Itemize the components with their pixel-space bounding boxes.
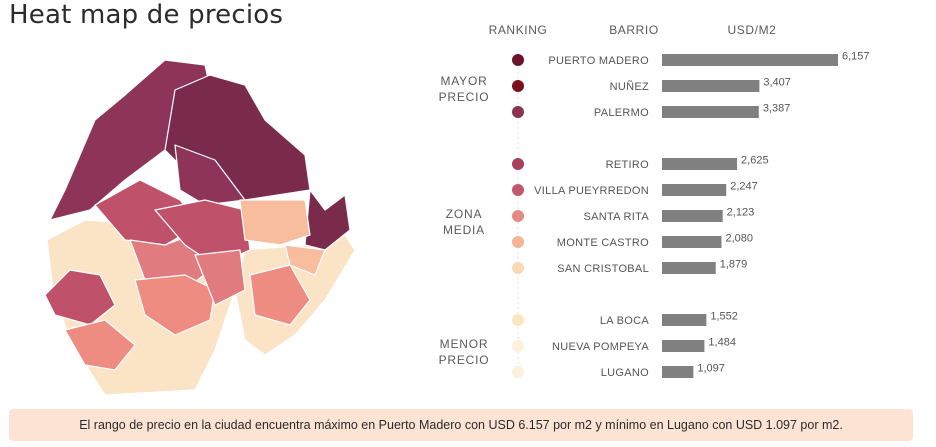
price-bar [662,314,707,326]
neighborhood-label: SANTA RITA [583,211,649,223]
ranking-dot [512,54,524,66]
neighborhood-label: MONTE CASTRO [557,237,649,249]
ranking-dot [512,236,524,248]
map-region-west-red [45,269,116,326]
neighborhood-label: PUERTO MADERO [548,55,649,67]
map-region-east-salmon [249,264,311,326]
group-label-mayor-line1: MAYOR [440,74,487,88]
barrio-header: BARRIO [609,23,659,37]
ranking-dot [512,262,524,274]
ranking-dot [512,314,524,326]
price-value-label: 3,387 [763,103,791,115]
page-title: Heat map de precios [9,0,284,30]
price-value-label: 1,879 [720,259,748,271]
usd-header: USD/M2 [728,23,777,37]
price-ranking-chart: RANKING BARRIO USD/M2 MAYOR PRECIO ZONA … [439,23,870,379]
map-region-east-peach [284,244,326,276]
neighborhood-label: LUGANO [601,367,649,379]
map-region-center-purple [174,144,246,206]
ranking-dot [512,184,524,196]
ranking-dot [512,340,524,352]
neighborhood-label: SAN CRISTOBAL [557,263,649,275]
group-label-media-line2: MEDIA [443,223,485,237]
map-region-west-pink [64,319,136,371]
map-region-middle-salmon [134,274,216,336]
ranking-dot [512,106,524,118]
price-value-label: 2,247 [730,181,758,193]
price-value-label: 1,552 [710,311,738,323]
group-label-menor-line1: MENOR [440,337,489,351]
neighborhood-label: PALERMO [594,107,649,119]
price-value-label: 2,123 [727,207,755,219]
map-region-south-pink [194,249,246,306]
map-region-middle-peach [239,199,311,246]
neighborhood-label: LA BOCA [600,315,650,327]
neighborhood-label: NUEVA POMPEYA [552,341,649,353]
price-bar [662,106,759,118]
price-value-label: 1,097 [697,363,725,375]
price-bar [662,210,723,222]
map-region-coast [304,189,351,251]
price-value-label: 1,484 [708,337,736,349]
price-bar [662,262,716,274]
neighborhood-label: VILLA PUEYRREDON [534,185,649,197]
neighborhood-label: NUÑEZ [610,80,649,93]
price-bar [662,54,838,66]
group-label-mayor-line2: PRECIO [439,90,490,104]
map-region-center-rose [154,199,251,266]
price-value-label: 2,625 [741,155,769,167]
group-label-media-line1: ZONA [446,207,483,221]
price-bar [662,80,760,92]
heat-map [45,59,356,396]
price-bar [662,236,722,248]
price-bar [662,184,727,196]
price-bar [662,340,705,352]
price-bar [662,158,738,170]
ranking-dot [512,158,524,170]
group-label-menor-line2: PRECIO [439,353,490,367]
ranking-dot [512,366,524,378]
ranking-header: RANKING [489,23,548,37]
summary-note: El rango de precio en la ciudad encuentr… [9,409,913,441]
price-value-label: 3,407 [763,77,791,89]
ranking-dot [512,80,524,92]
price-value-label: 2,080 [725,233,753,245]
price-value-label: 6,157 [842,51,870,63]
ranking-dot [512,210,524,222]
price-bar [662,366,694,378]
neighborhood-label: RETIRO [606,159,649,171]
